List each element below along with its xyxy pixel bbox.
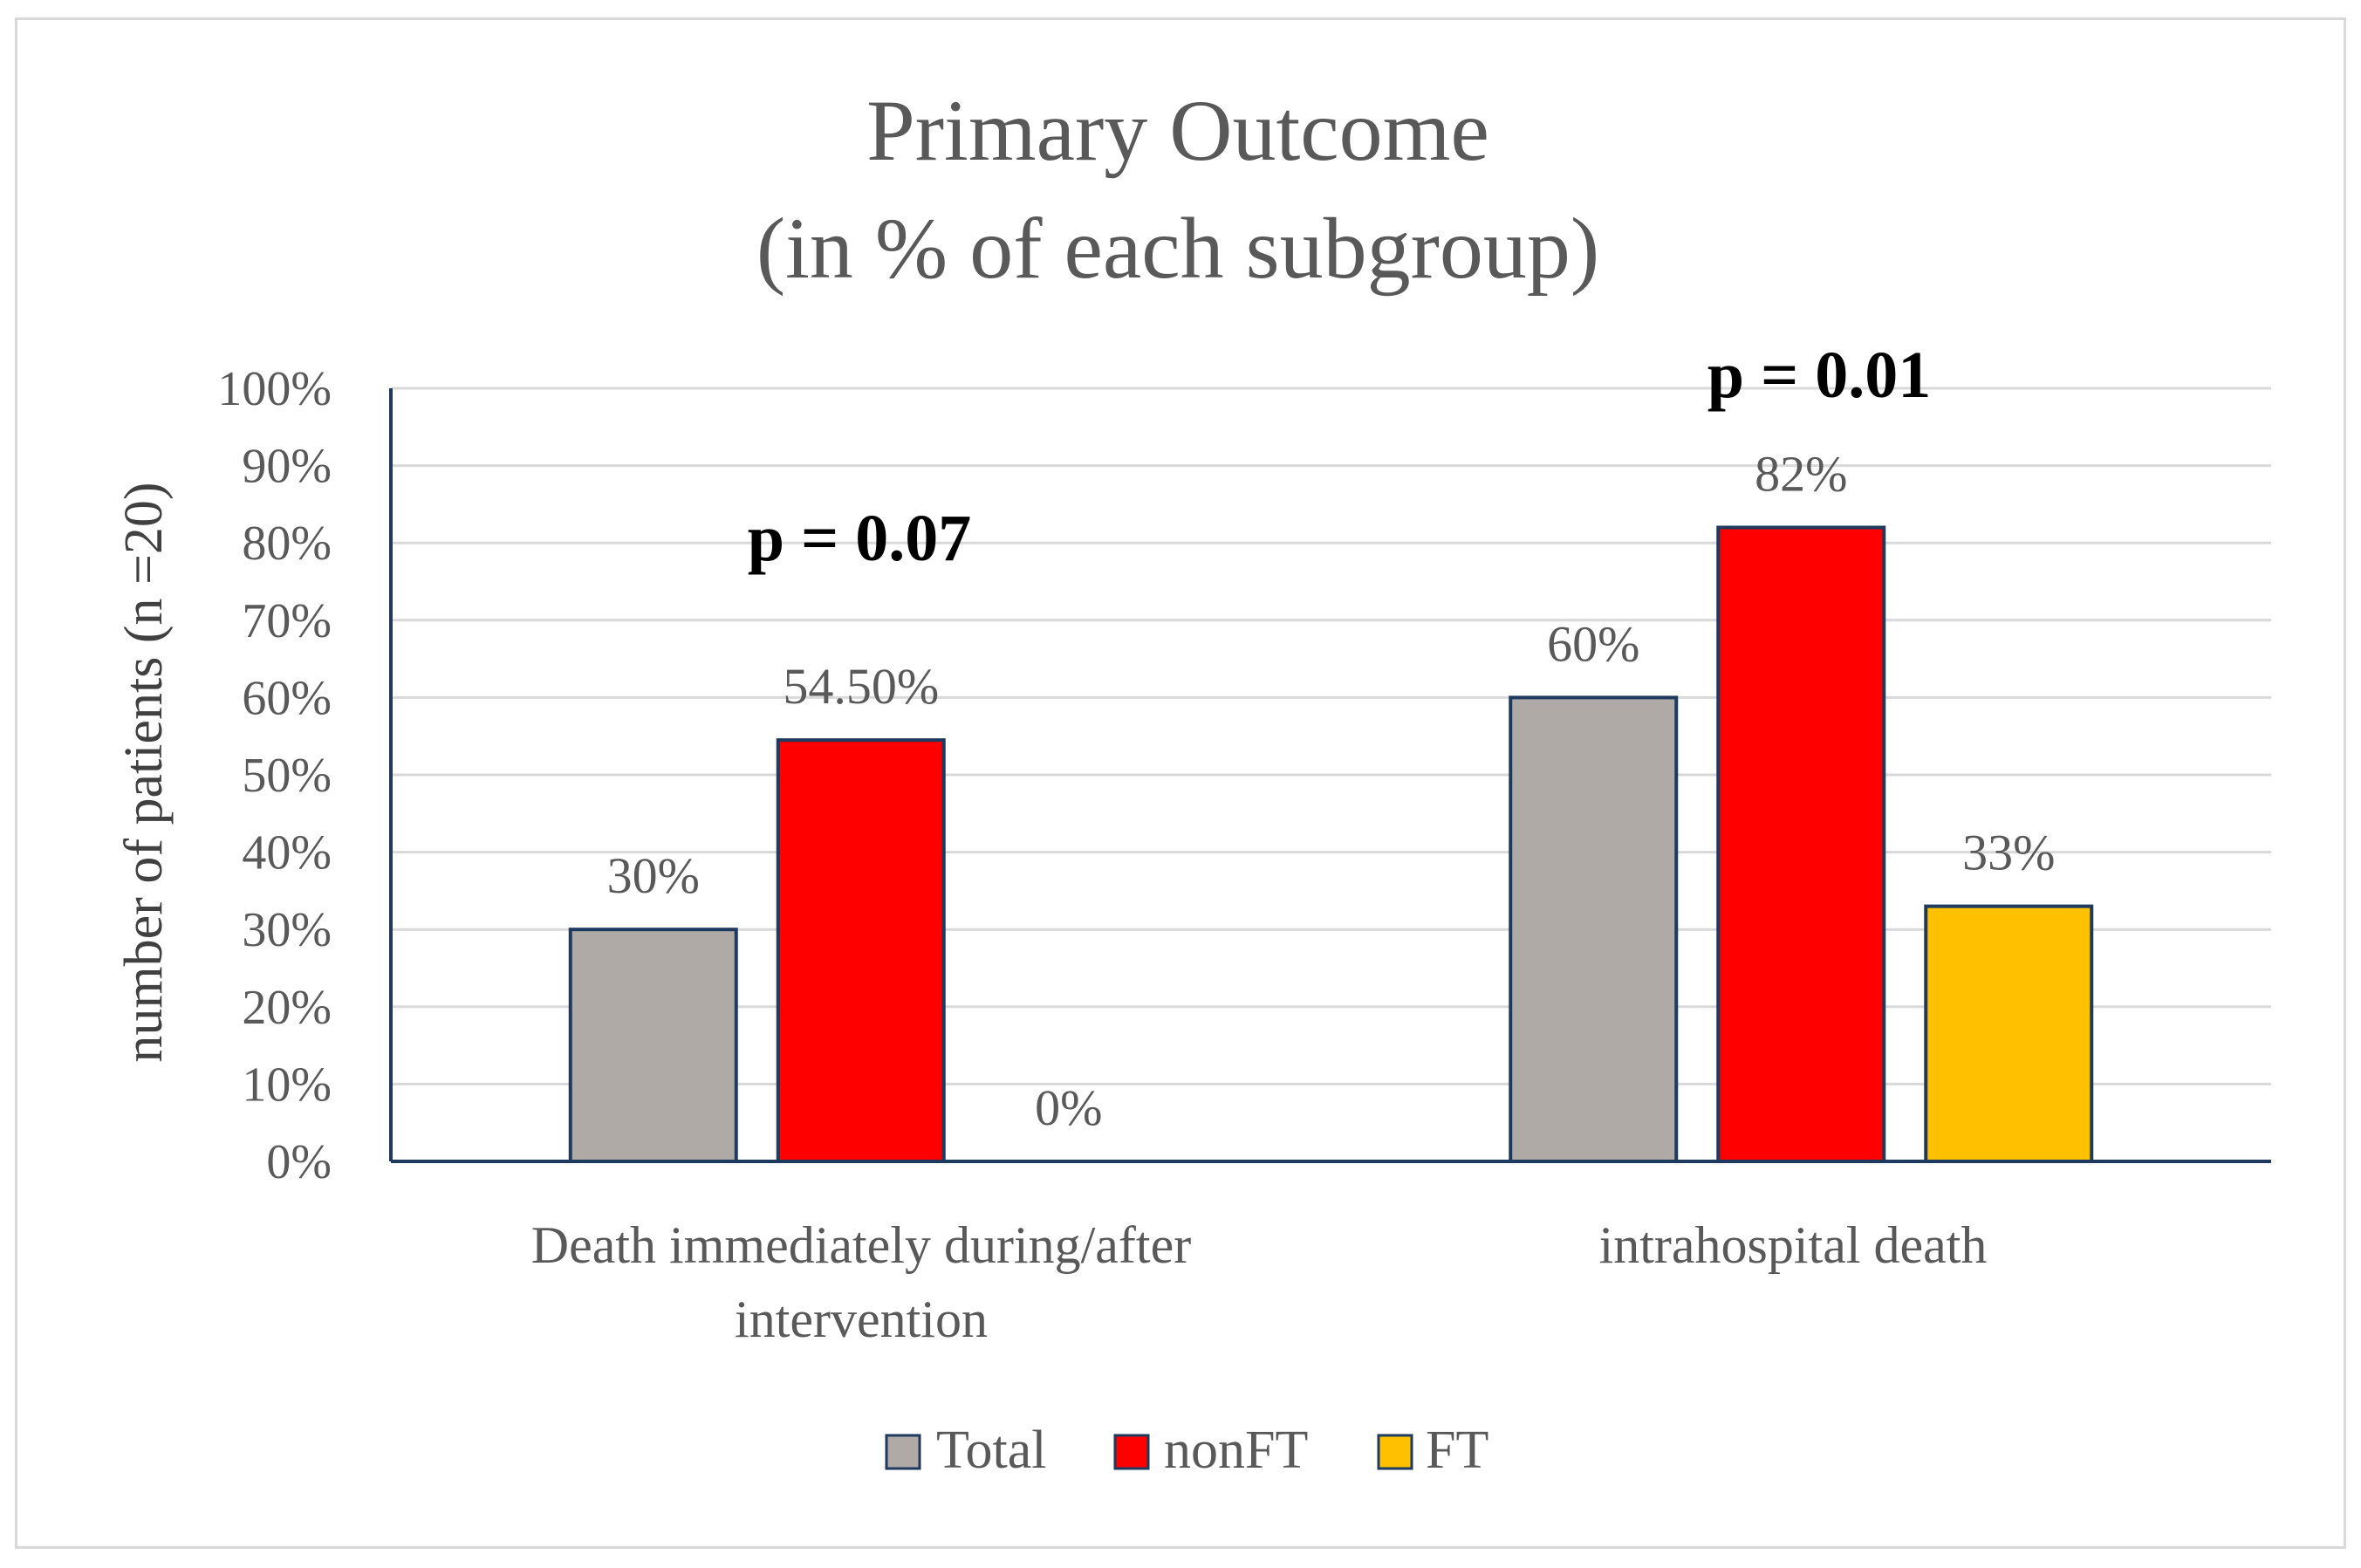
bar-total-cat-2 [1509,695,1679,1163]
legend: Total nonFT FT [885,1421,1488,1480]
category-label-1-line-1: Death immediately during/after [531,1216,1191,1274]
category-label-2: intrahospital death [1599,1216,1988,1274]
y-tick-label-0: 0% [266,1135,332,1189]
data-label-total-cat-1: 30% [607,847,700,904]
y-tick-label-3: 30% [242,903,332,957]
y-tick-label-6: 60% [242,671,332,725]
legend-label-nonft: nonFT [1164,1421,1308,1480]
y-tick-label-9: 90% [242,440,332,494]
data-labels: 30% 54.50% 0% 60% 82% 33% [607,445,2056,1136]
p-value-annotation-1: p = 0.07 [748,502,972,575]
bars [568,525,2094,1163]
y-tick-label-10: 100% [217,362,332,416]
data-label-ft-cat-2: 33% [1962,825,2055,881]
legend-label-total: Total [936,1421,1047,1480]
data-label-ft-cat-1: 0% [1035,1079,1102,1136]
chart-title-line-1: Primary Outcome [866,82,1489,179]
bar-nonft-cat-1 [776,738,946,1163]
category-label-1-line-2: intervention [735,1291,988,1348]
p-value-annotation-2: p = 0.01 [1707,339,1932,412]
bar-ft-cat-2 [1924,904,2094,1163]
legend-swatch-ft [1377,1434,1413,1470]
legend-swatch-total [885,1434,921,1470]
bar-total-cat-1 [568,928,738,1163]
y-tick-label-8: 80% [242,517,332,571]
chart-title-line-2: (in % of each subgroup) [756,200,1599,297]
data-label-total-cat-2: 60% [1547,615,1639,672]
y-tick-label-5: 50% [242,749,332,803]
y-axis-title: number of patients (n =20) [114,482,174,1062]
legend-label-ft: FT [1426,1421,1488,1480]
y-tick-label-4: 40% [242,826,332,880]
y-axis-ticks: 0% 10% 20% 30% 40% 50% 60% 70% 80% 90% 100% [217,362,332,1189]
data-label-nonft-cat-2: 82% [1755,445,1847,502]
y-tick-label-7: 70% [242,594,332,648]
legend-swatch-nonft [1113,1434,1150,1470]
y-tick-label-1: 10% [242,1058,332,1112]
bar-nonft-cat-2 [1716,525,1886,1163]
y-tick-label-2: 20% [242,981,332,1035]
chart-frame [15,17,2346,1549]
data-label-nonft-cat-1: 54.50% [783,658,939,715]
